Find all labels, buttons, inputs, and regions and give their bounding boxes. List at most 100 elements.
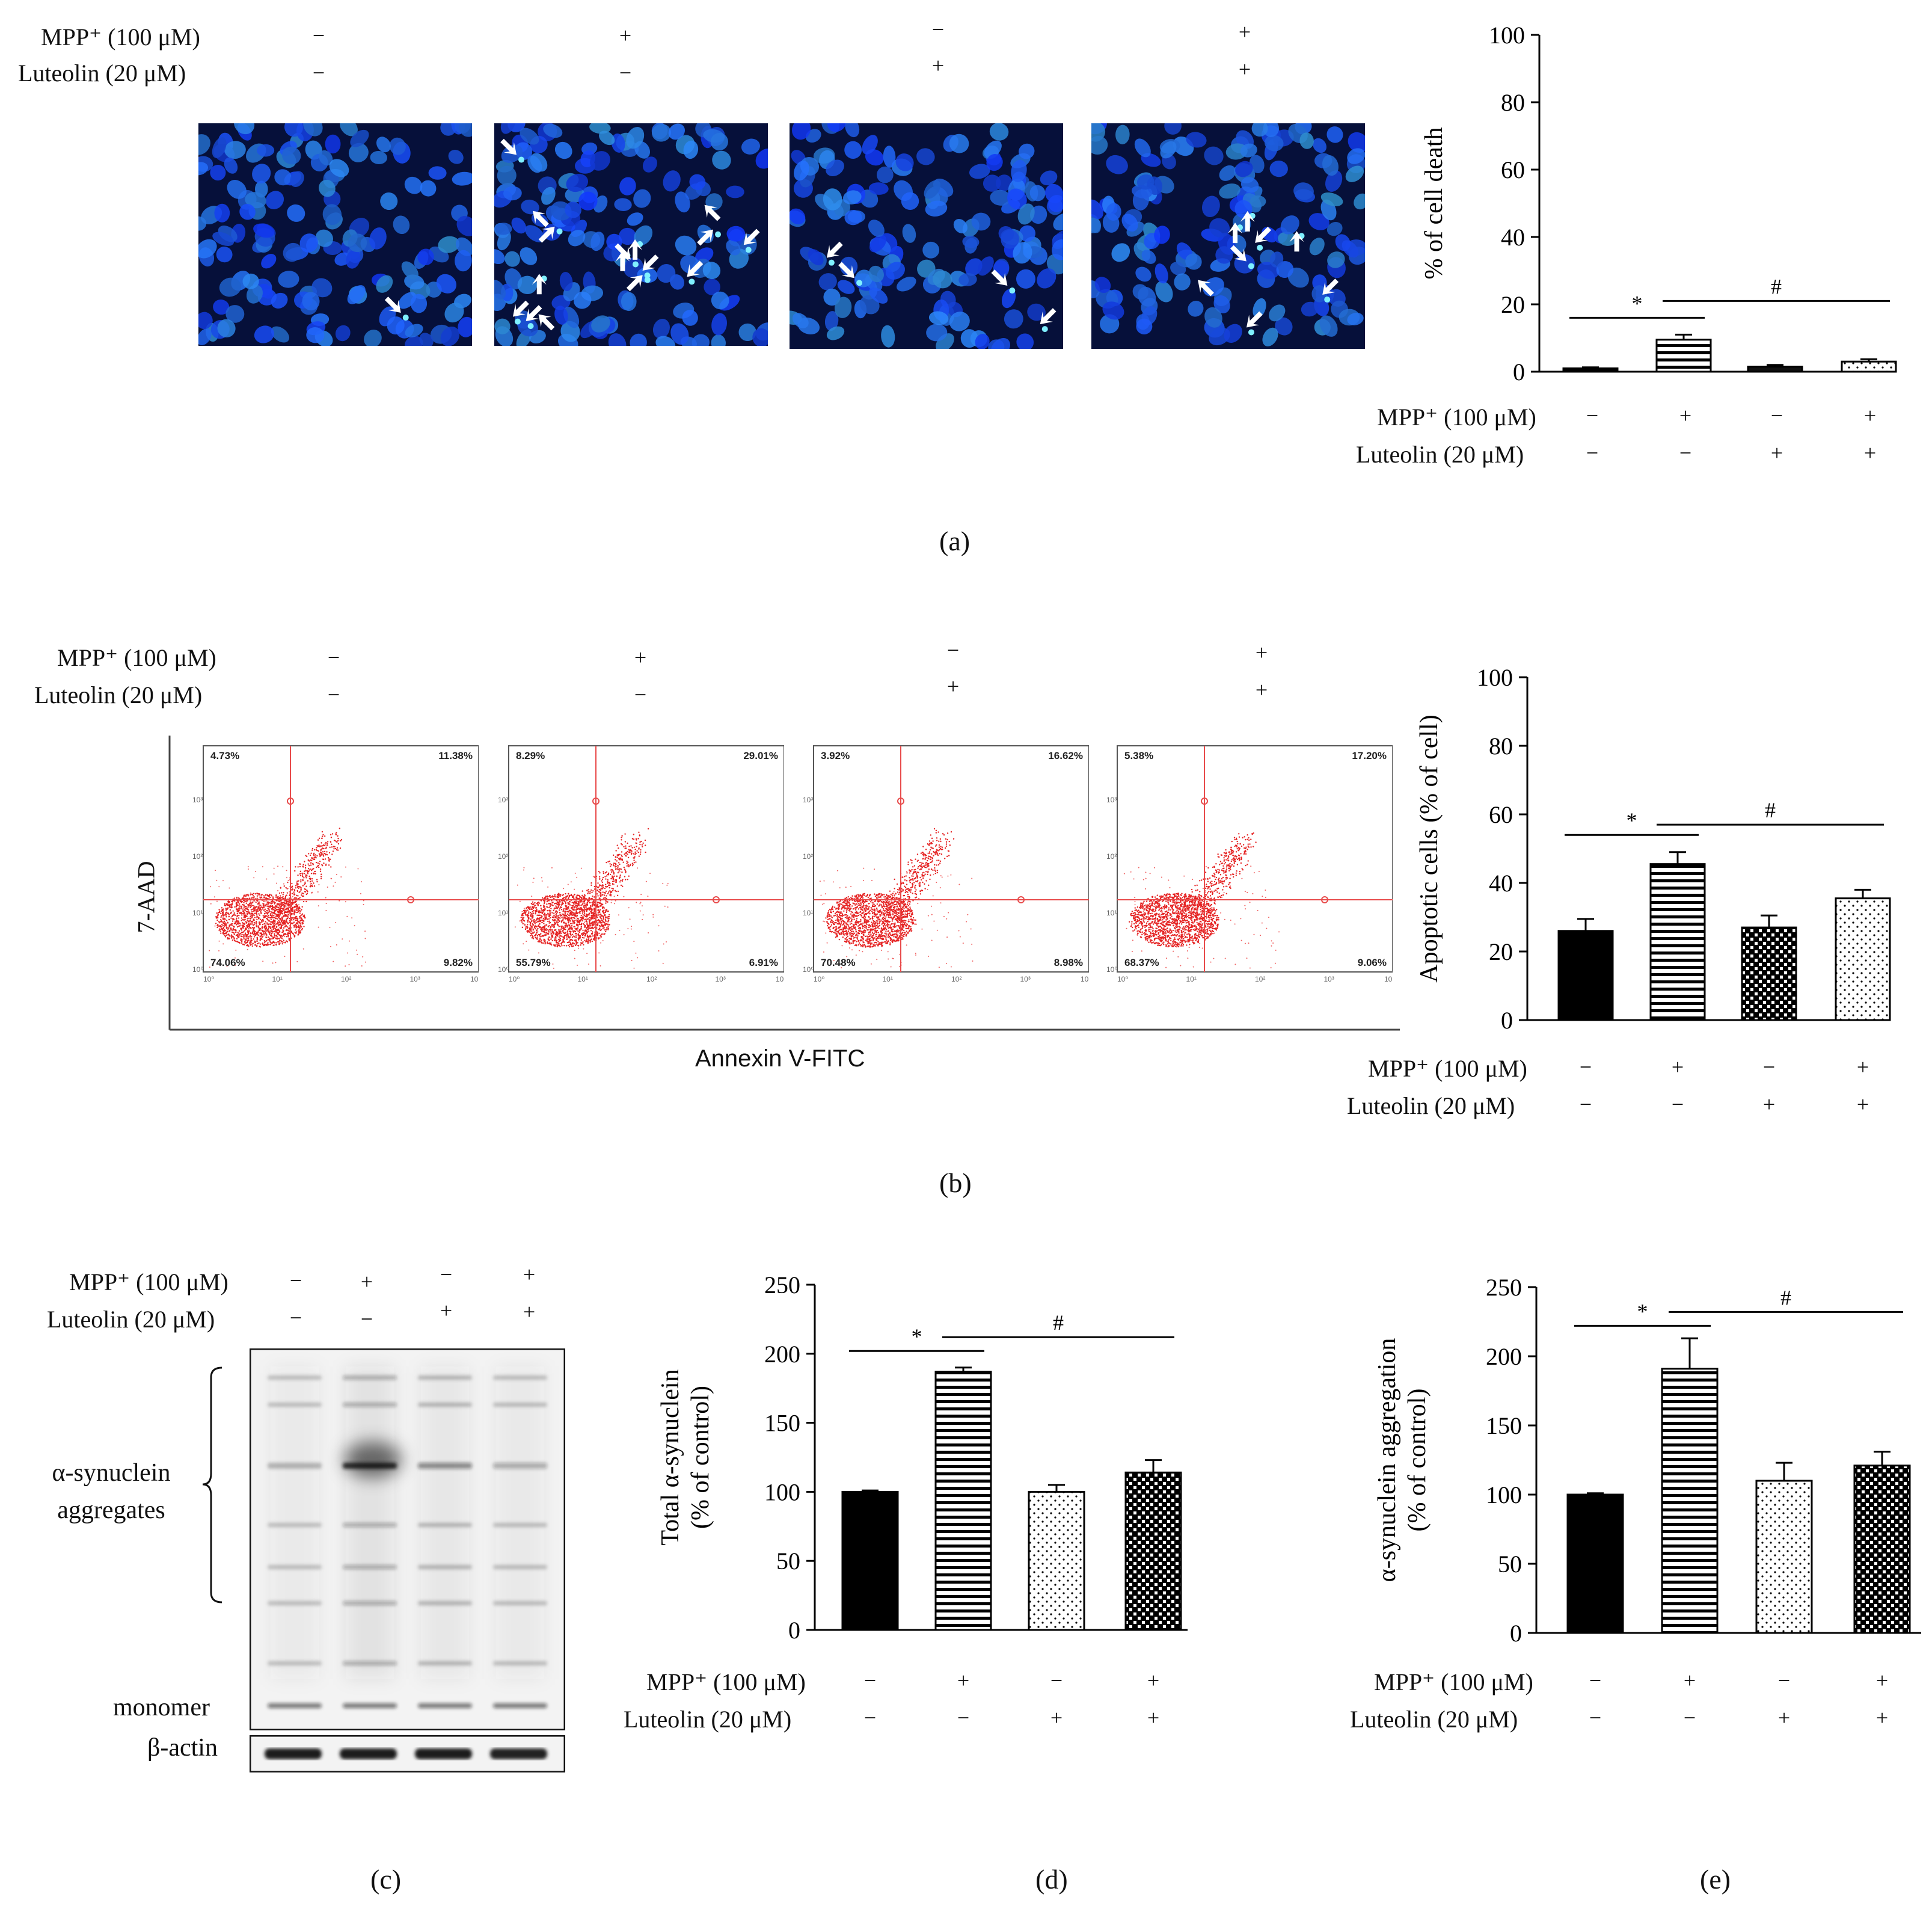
event-dot <box>589 941 591 943</box>
event-dot <box>552 896 554 898</box>
nucleus <box>1325 170 1343 192</box>
event-dot <box>603 894 606 896</box>
event-dot <box>291 886 293 888</box>
event-dot <box>535 936 536 939</box>
apoptotic-nucleus <box>1041 326 1048 333</box>
event-dot <box>583 944 584 946</box>
event-dot <box>555 914 557 916</box>
event-dot <box>340 876 342 878</box>
event-dot <box>586 930 588 932</box>
event-dot <box>556 897 558 899</box>
event-dot <box>299 863 301 865</box>
event-dot <box>581 890 583 892</box>
event-dot <box>253 923 255 926</box>
event-dot <box>283 941 284 943</box>
event-dot <box>268 925 270 927</box>
event-dot <box>580 901 581 903</box>
event-dot <box>230 924 232 926</box>
event-dot <box>594 911 596 913</box>
event-dot <box>551 944 553 946</box>
event-dot <box>581 904 583 906</box>
nucleus <box>216 247 233 263</box>
event-dot <box>298 933 299 935</box>
event-dot <box>575 936 577 938</box>
nucleus <box>1029 185 1046 201</box>
event-dot <box>274 902 276 904</box>
nucleus <box>958 273 977 286</box>
event-dot <box>293 918 295 921</box>
event-dot <box>250 940 252 942</box>
event-dot <box>549 931 551 933</box>
event-dot <box>589 893 591 894</box>
event-dot <box>639 910 641 912</box>
event-dot <box>591 940 593 942</box>
event-dot <box>593 897 595 899</box>
event-dot <box>244 916 245 918</box>
event-dot <box>585 927 587 929</box>
event-dot <box>262 961 264 962</box>
nucleus <box>1240 177 1259 193</box>
nucleus <box>1215 246 1233 264</box>
event-dot <box>547 933 548 935</box>
event-dot <box>603 933 606 935</box>
event-dot <box>627 879 628 881</box>
event-dot <box>292 896 293 897</box>
nucleus <box>319 179 336 197</box>
event-dot <box>556 904 559 906</box>
event-dot <box>594 933 596 935</box>
event-dot <box>299 912 301 914</box>
event-dot <box>265 900 267 902</box>
event-dot <box>280 941 283 942</box>
event-dot <box>526 910 527 912</box>
event-dot <box>608 914 610 916</box>
event-dot <box>224 920 225 923</box>
event-dot <box>586 938 588 940</box>
event-dot <box>580 908 581 910</box>
event-dot <box>299 920 301 922</box>
event-dot <box>598 888 601 891</box>
event-dot <box>286 911 287 914</box>
nucleus <box>591 315 610 333</box>
event-dot <box>256 920 257 923</box>
event-dot <box>245 902 247 904</box>
event-dot <box>545 914 547 916</box>
event-dot <box>610 869 612 871</box>
event-dot <box>548 913 550 915</box>
event-dot <box>309 879 311 881</box>
event-dot <box>262 943 264 945</box>
nucleus <box>668 123 685 140</box>
event-dot <box>317 905 319 907</box>
nucleus <box>265 191 284 209</box>
event-dot <box>556 915 557 917</box>
event-dot <box>241 941 243 942</box>
event-dot <box>581 934 584 936</box>
nucleus <box>1327 251 1345 268</box>
event-dot <box>550 927 551 929</box>
event-dot <box>628 849 630 850</box>
event-dot <box>272 944 274 946</box>
event-dot <box>257 910 259 912</box>
arrow-icon <box>1040 308 1056 325</box>
event-dot <box>581 911 583 912</box>
event-dot <box>540 919 542 921</box>
event-dot <box>593 917 595 920</box>
event-dot <box>618 869 621 871</box>
event-dot <box>274 927 276 929</box>
event-dot <box>218 928 221 930</box>
event-dot <box>623 896 625 897</box>
event-dot <box>284 915 286 917</box>
event-dot <box>243 912 245 914</box>
event-dot <box>262 918 264 921</box>
event-dot <box>615 850 617 852</box>
nucleus <box>869 235 887 253</box>
event-dot <box>548 924 550 927</box>
event-dot <box>620 868 622 870</box>
event-dot <box>280 913 281 915</box>
event-dot <box>537 927 539 930</box>
event-dot <box>562 920 564 921</box>
nucleus <box>1155 281 1173 303</box>
event-dot <box>282 896 284 898</box>
event-dot <box>239 907 241 909</box>
event-dot <box>540 905 542 906</box>
event-dot <box>308 853 310 855</box>
